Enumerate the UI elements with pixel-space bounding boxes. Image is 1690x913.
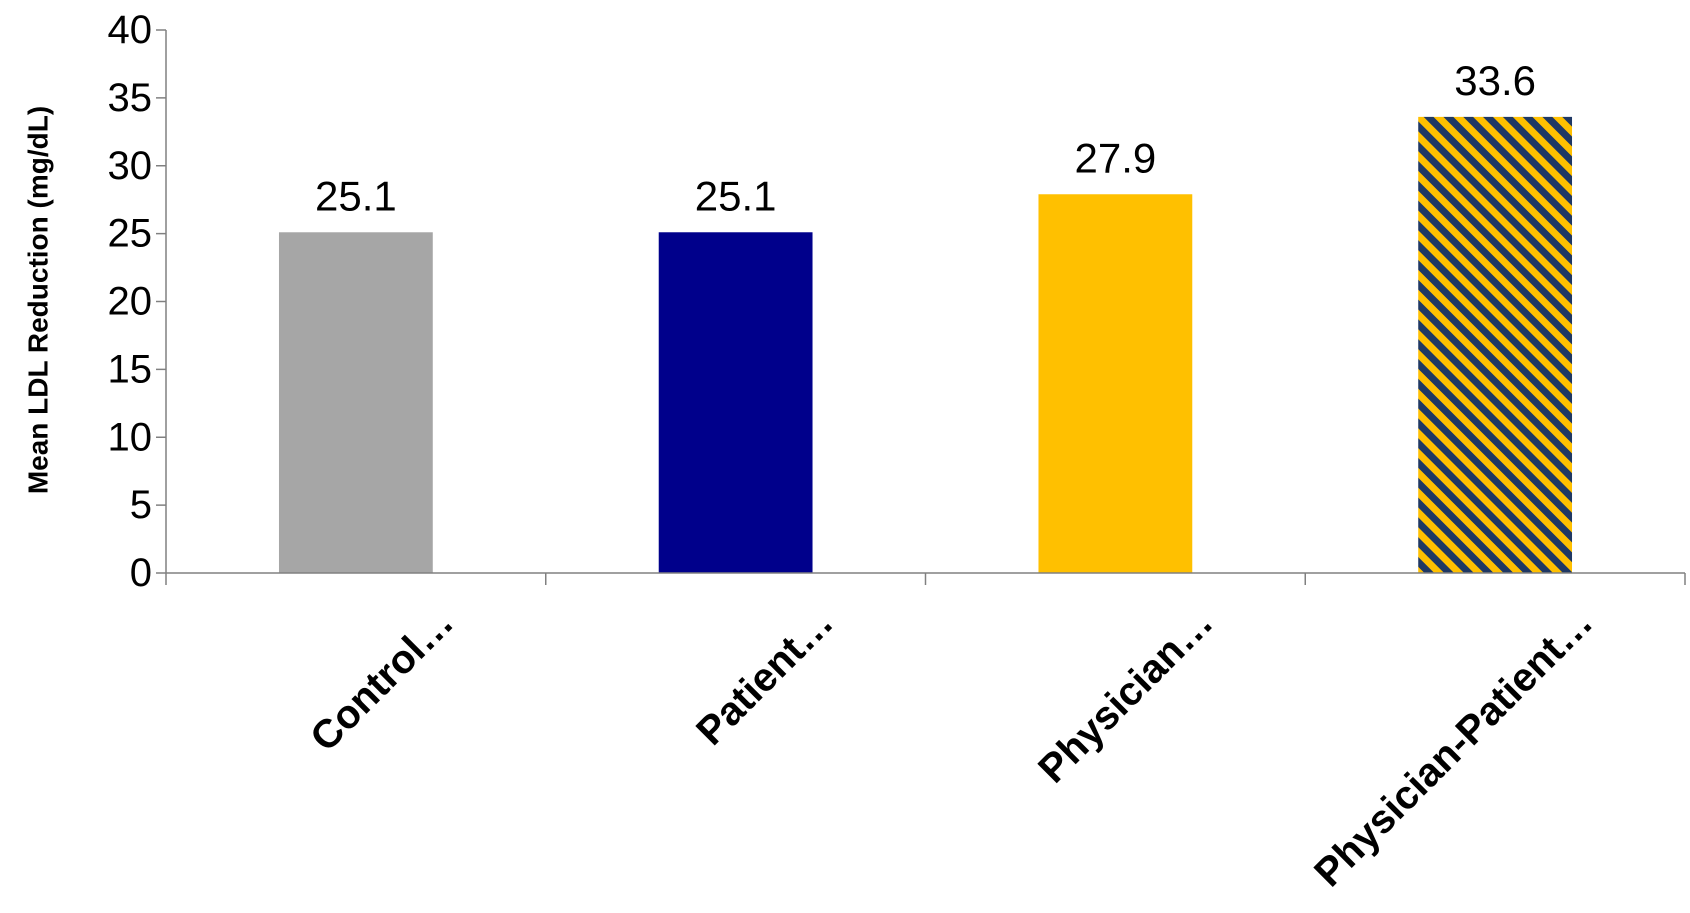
x-tick-label: Physician… <box>1030 600 1221 791</box>
y-axis-title: Mean LDL Reduction (mg/dL) <box>22 106 53 494</box>
y-tick-label: 10 <box>108 415 153 459</box>
y-tick-label: 35 <box>108 76 153 120</box>
bar <box>1038 194 1193 573</box>
bar <box>278 232 433 573</box>
bar <box>658 232 813 573</box>
x-tick-label: Patient… <box>688 600 842 754</box>
y-tick-label: 0 <box>130 551 152 595</box>
data-label: 25.1 <box>695 172 777 219</box>
x-tick-label: Physician-Patient… <box>1306 600 1601 895</box>
y-tick-label: 5 <box>130 483 152 527</box>
data-label: 27.9 <box>1075 134 1157 181</box>
bar <box>1418 116 1573 573</box>
x-axis: Control… Patient… Physician… Physician-Pati… <box>165 572 1686 895</box>
y-axis: 0 5 10 15 20 25 30 35 40 <box>108 8 167 595</box>
y-tick-label: 15 <box>108 347 153 391</box>
data-label: 33.6 <box>1454 57 1536 104</box>
bars-group: 25.1 25.1 27.9 33.6 <box>278 57 1573 573</box>
x-tick-label: Control… <box>302 600 462 760</box>
y-tick-label: 25 <box>108 212 153 256</box>
data-label: 25.1 <box>315 172 397 219</box>
y-tick-label: 30 <box>108 144 153 188</box>
y-tick-label: 40 <box>108 8 153 52</box>
y-tick-label: 20 <box>108 280 153 324</box>
